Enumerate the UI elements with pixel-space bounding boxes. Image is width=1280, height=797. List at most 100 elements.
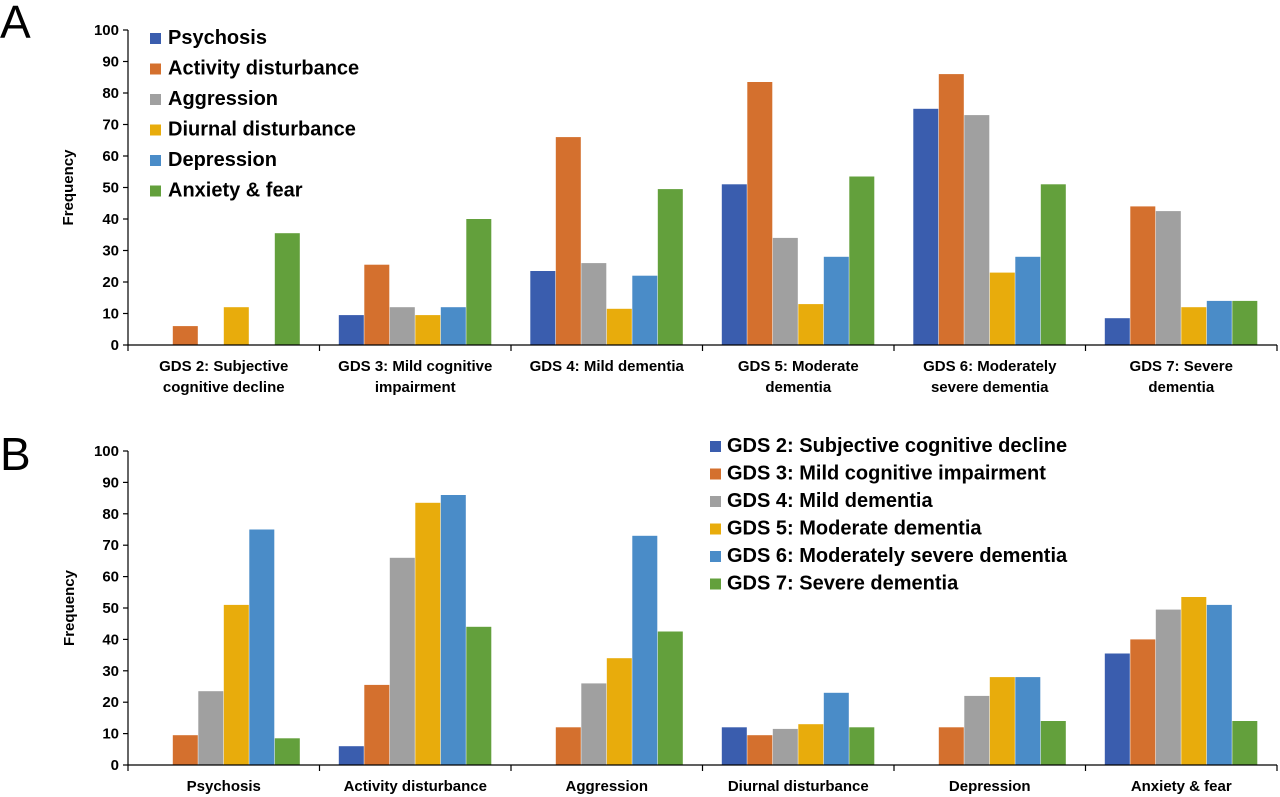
bar-0-0-4	[913, 108, 939, 346]
bar-1-3-3	[798, 724, 824, 765]
category-label: dementia	[1148, 379, 1215, 396]
bar-1-1-3	[747, 735, 773, 765]
bar-0-1-4	[938, 74, 964, 345]
legend-swatch	[710, 551, 721, 562]
category-label: Diurnal disturbance	[728, 778, 869, 795]
bar-1-1-4	[938, 727, 964, 765]
bar-1-2-2	[581, 683, 607, 765]
y-tick-label: 20	[102, 694, 119, 711]
y-tick-label: 90	[102, 474, 119, 491]
category-label: Psychosis	[187, 778, 261, 795]
bar-0-3-4	[989, 272, 1015, 345]
chart-b: 0 10 20 30 40 50 60 70 80 90 100 Psychosis Activity …	[61, 435, 1278, 795]
y-axis-title: Frequency	[61, 569, 78, 646]
legend-label: GDS 6: Moderately severe dementia	[727, 545, 1068, 567]
bar-1-2-5	[1155, 609, 1181, 765]
bar-0-1-5	[1130, 206, 1156, 345]
category-label: Anxiety & fear	[1131, 778, 1232, 795]
legend-label: Diurnal disturbance	[168, 119, 356, 141]
category-label: GDS 7: Severe	[1130, 358, 1233, 375]
bar-1-5-3	[849, 727, 875, 765]
legend-swatch	[150, 124, 161, 136]
bar-0-3-0	[223, 307, 249, 345]
y-tick-label: 50	[102, 180, 119, 197]
bar-1-4-1	[440, 495, 466, 765]
bar-0-5-4	[1040, 184, 1066, 345]
category-label: GDS 2: Subjective	[159, 358, 288, 375]
bar-1-5-5	[1232, 721, 1258, 765]
category-label: GDS 6: Moderately	[923, 358, 1057, 375]
bar-0-2-3	[772, 237, 798, 345]
category-label: dementia	[765, 379, 832, 396]
bar-0-5-1	[466, 219, 492, 345]
bar-0-0-3	[721, 184, 747, 345]
y-tick-label: 100	[94, 443, 119, 460]
legend-label: GDS 3: Mild cognitive impairment	[727, 463, 1046, 485]
y-tick-label: 40	[102, 631, 119, 648]
bar-0-5-5	[1232, 300, 1258, 345]
bar-0-1-0	[172, 326, 198, 345]
legend-swatch	[710, 441, 721, 452]
bar-0-4-5	[1206, 300, 1232, 345]
category-label: severe dementia	[931, 379, 1049, 396]
bar-0-4-2	[632, 275, 658, 345]
legend-swatch	[150, 94, 161, 105]
bar-1-3-0	[223, 604, 249, 765]
bar-0-5-0	[274, 233, 300, 345]
category-label: GDS 5: Moderate	[738, 358, 859, 375]
bar-0-5-3	[849, 176, 875, 345]
bar-1-4-4	[1015, 677, 1041, 765]
category-label: Aggression	[565, 778, 648, 795]
legend-swatch	[150, 33, 161, 44]
bar-1-5-4	[1040, 721, 1066, 765]
legend-swatch	[710, 468, 721, 480]
y-tick-label: 30	[102, 243, 119, 260]
bar-1-3-5	[1181, 597, 1207, 765]
legend-swatch	[150, 185, 161, 197]
legend-swatch	[710, 523, 721, 535]
legend-swatch	[710, 496, 721, 507]
y-tick-label: 90	[102, 54, 119, 71]
bar-0-4-4	[1015, 256, 1041, 345]
legend-swatch	[150, 155, 161, 166]
bar-1-1-5	[1130, 639, 1156, 765]
bar-1-0-1	[338, 746, 364, 765]
bar-0-2-2	[581, 263, 607, 345]
bar-1-4-2	[632, 535, 658, 765]
bar-1-2-1	[389, 557, 415, 765]
y-tick-label: 10	[102, 306, 119, 323]
bar-0-0-2	[530, 271, 556, 345]
bar-0-5-2	[657, 189, 683, 345]
y-tick-label: 70	[102, 117, 119, 134]
y-tick-label: 70	[102, 537, 119, 554]
y-tick-label: 60	[102, 569, 119, 586]
bar-1-1-2	[555, 727, 581, 765]
bar-1-4-5	[1206, 604, 1232, 765]
legend-label: GDS 7: Severe dementia	[727, 573, 959, 595]
bar-1-2-3	[772, 728, 798, 765]
bar-0-0-1	[338, 315, 364, 345]
chart-a: 0 10 20 30 40 50 60 70 80 90 100 GDS 2: Subjective c…	[60, 22, 1278, 396]
category-label: GDS 4: Mild dementia	[530, 358, 685, 375]
bar-1-1-0	[172, 735, 198, 765]
legend-label: GDS 4: Mild dementia	[727, 490, 933, 512]
bar-0-0-5	[1104, 318, 1130, 345]
bar-0-1-2	[555, 137, 581, 345]
y-axis-title: Frequency	[60, 149, 77, 226]
bar-1-2-0	[198, 691, 224, 765]
legend-label: GDS 2: Subjective cognitive decline	[727, 435, 1067, 457]
panel-a-letter: A	[0, 0, 31, 48]
legend-label: Activity disturbance	[168, 58, 359, 80]
category-label: impairment	[375, 379, 456, 396]
legend-label: Psychosis	[168, 27, 267, 49]
bar-1-5-2	[657, 631, 683, 765]
y-tick-label: 0	[111, 337, 119, 354]
category-label: Depression	[949, 778, 1031, 795]
bar-0-3-5	[1181, 307, 1207, 345]
legend-label: Depression	[168, 149, 277, 171]
bar-0-3-1	[415, 315, 441, 345]
bar-0-2-1	[389, 307, 415, 345]
legend-label: Aggression	[168, 88, 278, 110]
bar-1-4-3	[823, 692, 849, 765]
bar-1-4-0	[249, 529, 275, 765]
